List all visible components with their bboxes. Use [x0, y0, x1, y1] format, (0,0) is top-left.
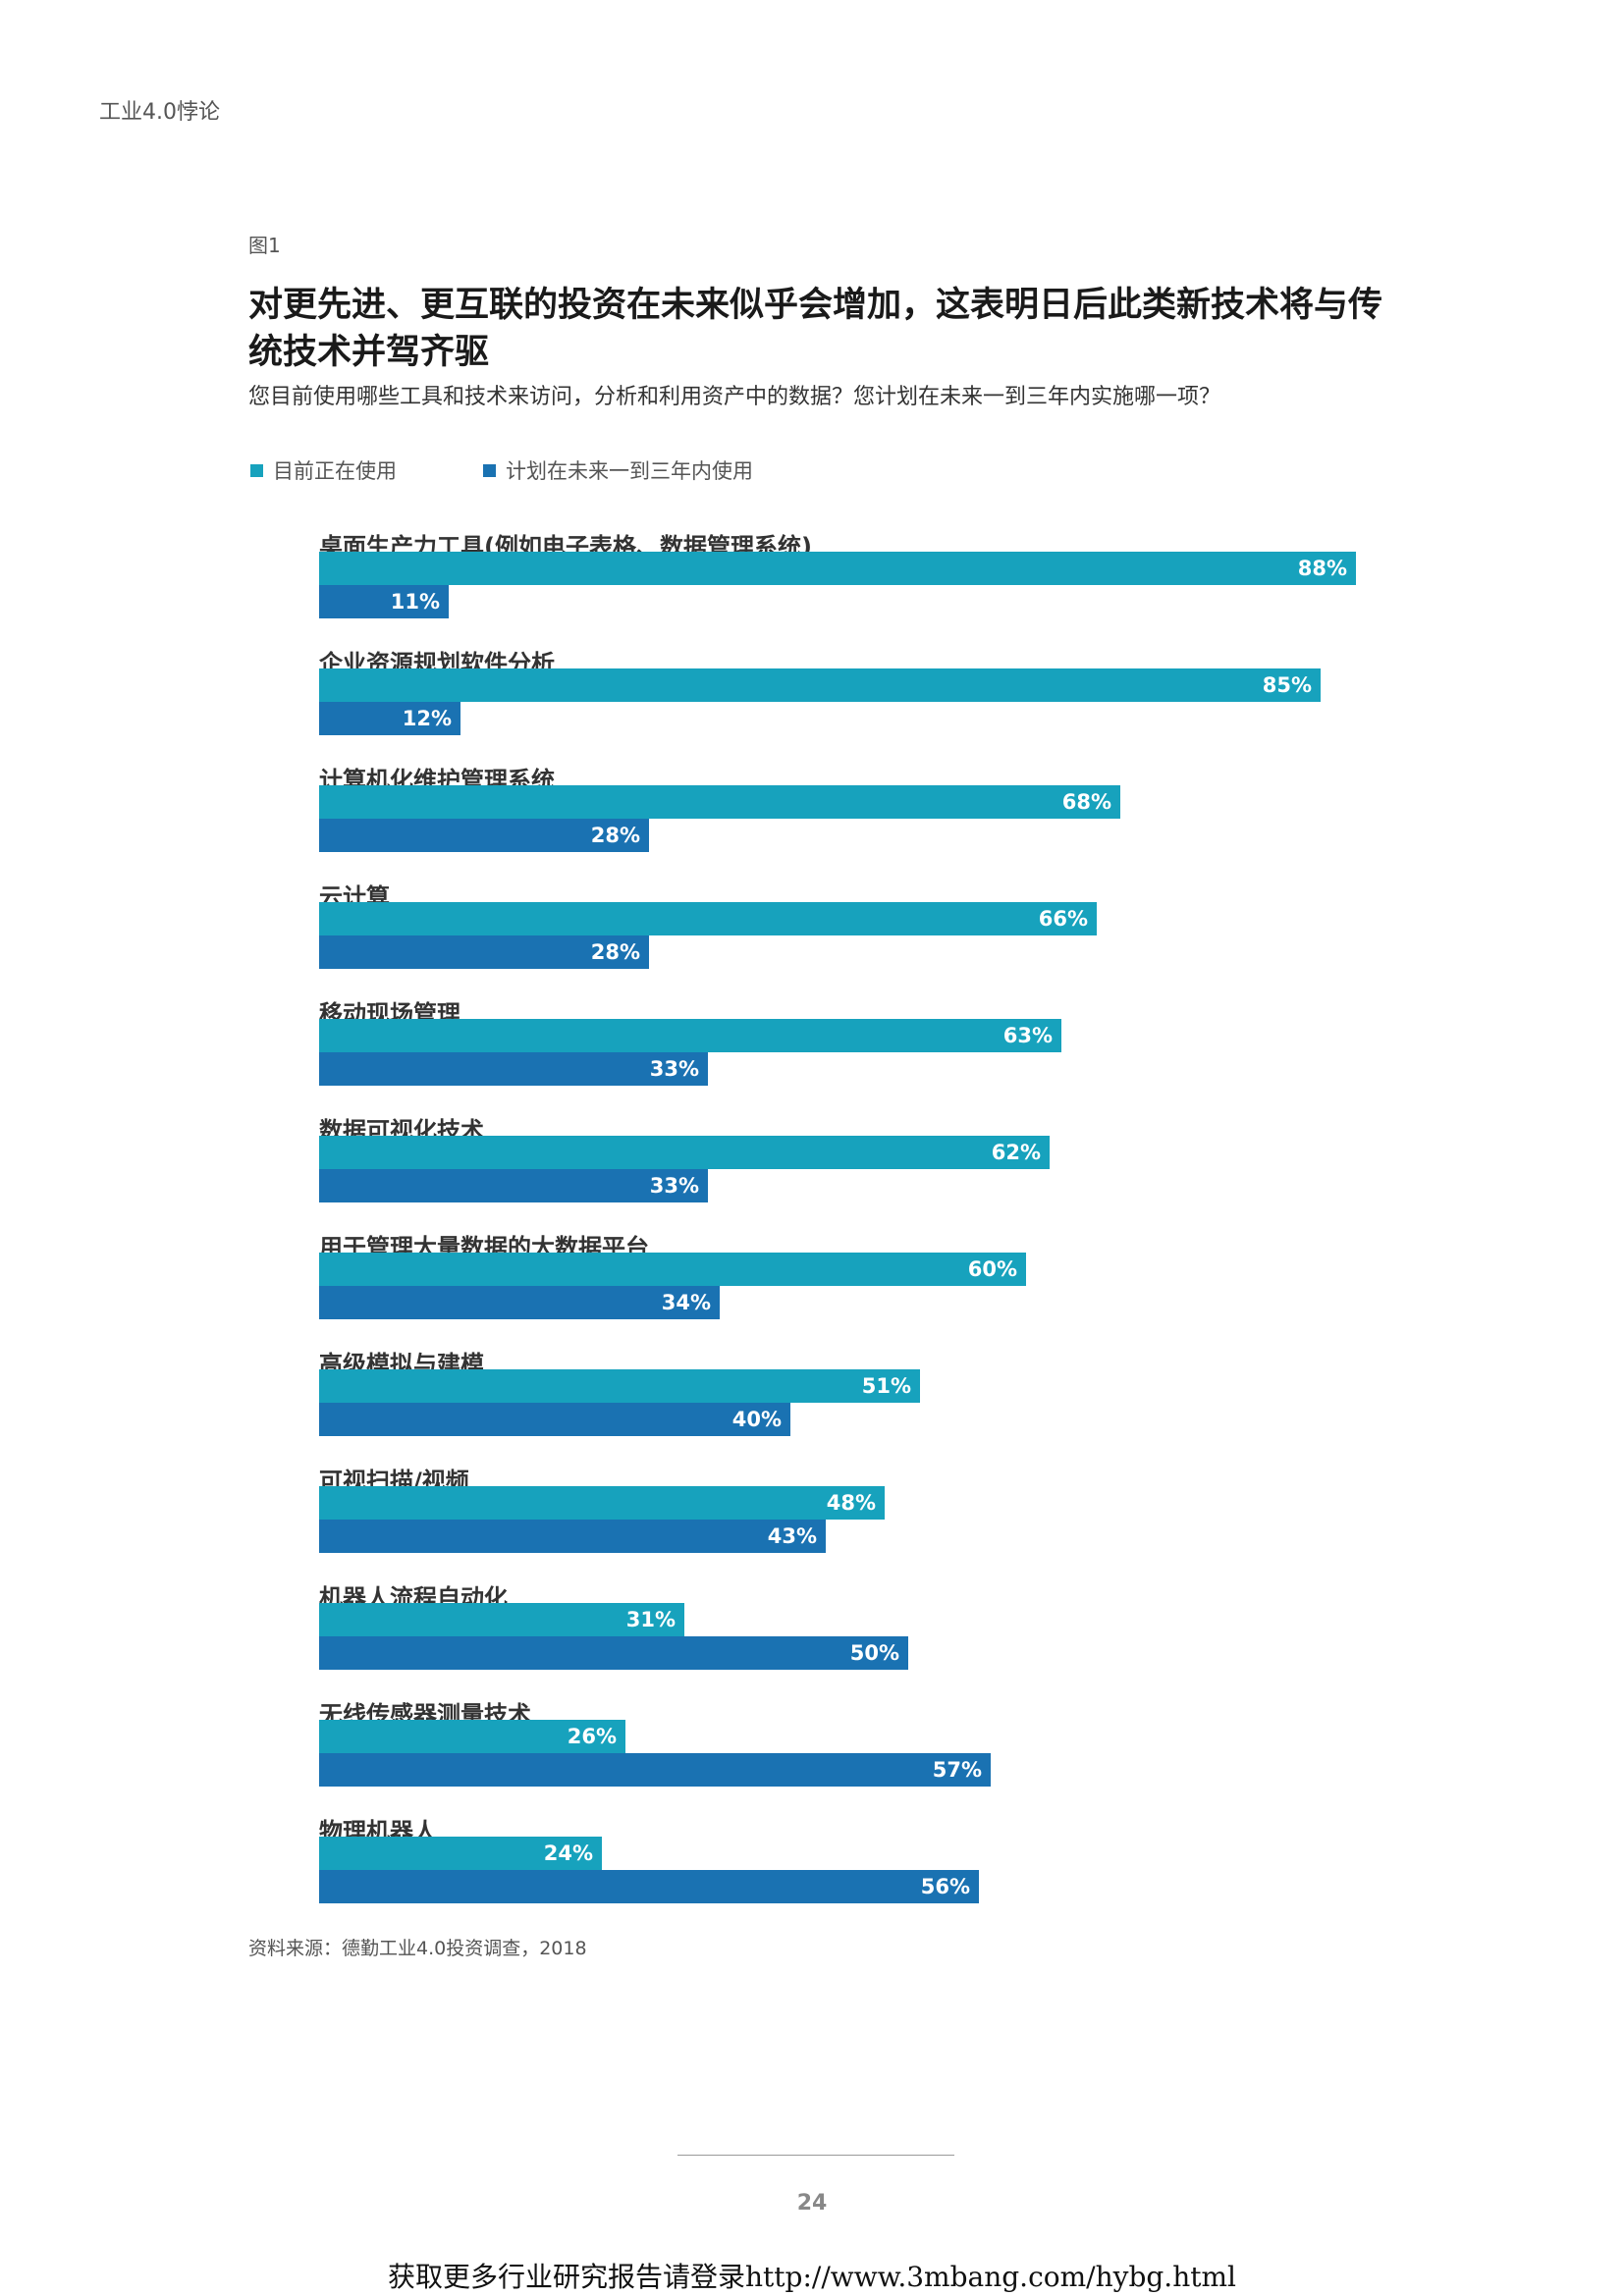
chart-legend: 目前正在使用 计划在未来一到三年内使用: [250, 455, 753, 485]
running-header: 工业4.0悖论: [99, 100, 220, 125]
source-note: 资料来源：德勤工业4.0投资调查，2018: [248, 1938, 587, 1959]
bar-current: [319, 1019, 1061, 1052]
bar-planned: [319, 585, 449, 618]
legend-item-current: 目前正在使用: [250, 455, 397, 485]
data-label: 24%: [543, 1842, 593, 1865]
data-label: 68%: [1061, 790, 1111, 814]
bar-planned: [319, 1169, 708, 1202]
bar-planned: [319, 819, 649, 852]
bar-current: [319, 1369, 920, 1403]
data-label: 34%: [661, 1291, 711, 1314]
footer-divider: [677, 2155, 954, 2156]
bar-current: [319, 1603, 684, 1636]
bar-current: [319, 552, 1356, 585]
data-label: 12%: [402, 707, 452, 730]
bar-planned: [319, 1870, 979, 1903]
legend-item-planned: 计划在未来一到三年内使用: [483, 455, 753, 485]
bar-planned: [319, 1753, 991, 1787]
figure-label: 图1: [248, 234, 281, 257]
legend-label-planned: 计划在未来一到三年内使用: [506, 459, 753, 483]
bar-current: [319, 785, 1120, 819]
data-label: 48%: [826, 1491, 876, 1515]
data-label: 51%: [861, 1374, 911, 1398]
data-label: 63%: [1002, 1024, 1053, 1047]
data-label: 11%: [390, 590, 440, 614]
data-label: 57%: [932, 1758, 982, 1782]
legend-swatch-planned: [483, 463, 496, 477]
data-label: 33%: [649, 1057, 699, 1081]
bar-current: [319, 668, 1321, 702]
data-label: 33%: [649, 1174, 699, 1198]
bar-current: [319, 1486, 885, 1520]
bar-planned: [319, 1636, 908, 1670]
data-label: 50%: [849, 1641, 899, 1665]
data-label: 28%: [590, 824, 640, 847]
legend-swatch-current: [250, 463, 263, 477]
data-label: 43%: [767, 1524, 817, 1548]
data-label: 40%: [731, 1408, 782, 1431]
data-label: 26%: [567, 1725, 617, 1748]
bar-current: [319, 1136, 1050, 1169]
chart-title: 对更先进、更互联的投资在未来似乎会增加，这表明日后此类新技术将与传统技术并驾齐驱: [248, 286, 1383, 372]
data-label: 85%: [1262, 673, 1312, 697]
bar-planned: [319, 1286, 720, 1319]
data-label: 28%: [590, 940, 640, 964]
bar-planned: [319, 935, 649, 969]
bar-planned: [319, 1520, 826, 1553]
page-number: 24: [796, 2191, 828, 2216]
bar-current: [319, 1253, 1026, 1286]
promo-text: 获取更多行业研究报告请登录http://www.3mbang.com/hybg.…: [388, 2261, 1236, 2293]
bar-current: [319, 1837, 602, 1870]
data-label: 56%: [920, 1875, 970, 1898]
data-label: 31%: [625, 1608, 676, 1631]
chart-subtitle: 您目前使用哪些工具和技术来访问，分析和利用资产中的数据？您计划在未来一到三年内实…: [248, 385, 1221, 409]
bar-planned: [319, 702, 460, 735]
data-label: 88%: [1297, 557, 1347, 580]
bar-current: [319, 1720, 625, 1753]
data-label: 66%: [1038, 907, 1088, 931]
bar-planned: [319, 1403, 790, 1436]
bar-current: [319, 902, 1097, 935]
bar-planned: [319, 1052, 708, 1086]
legend-label-current: 目前正在使用: [273, 459, 397, 483]
data-label: 62%: [991, 1141, 1041, 1164]
data-label: 60%: [967, 1257, 1017, 1281]
